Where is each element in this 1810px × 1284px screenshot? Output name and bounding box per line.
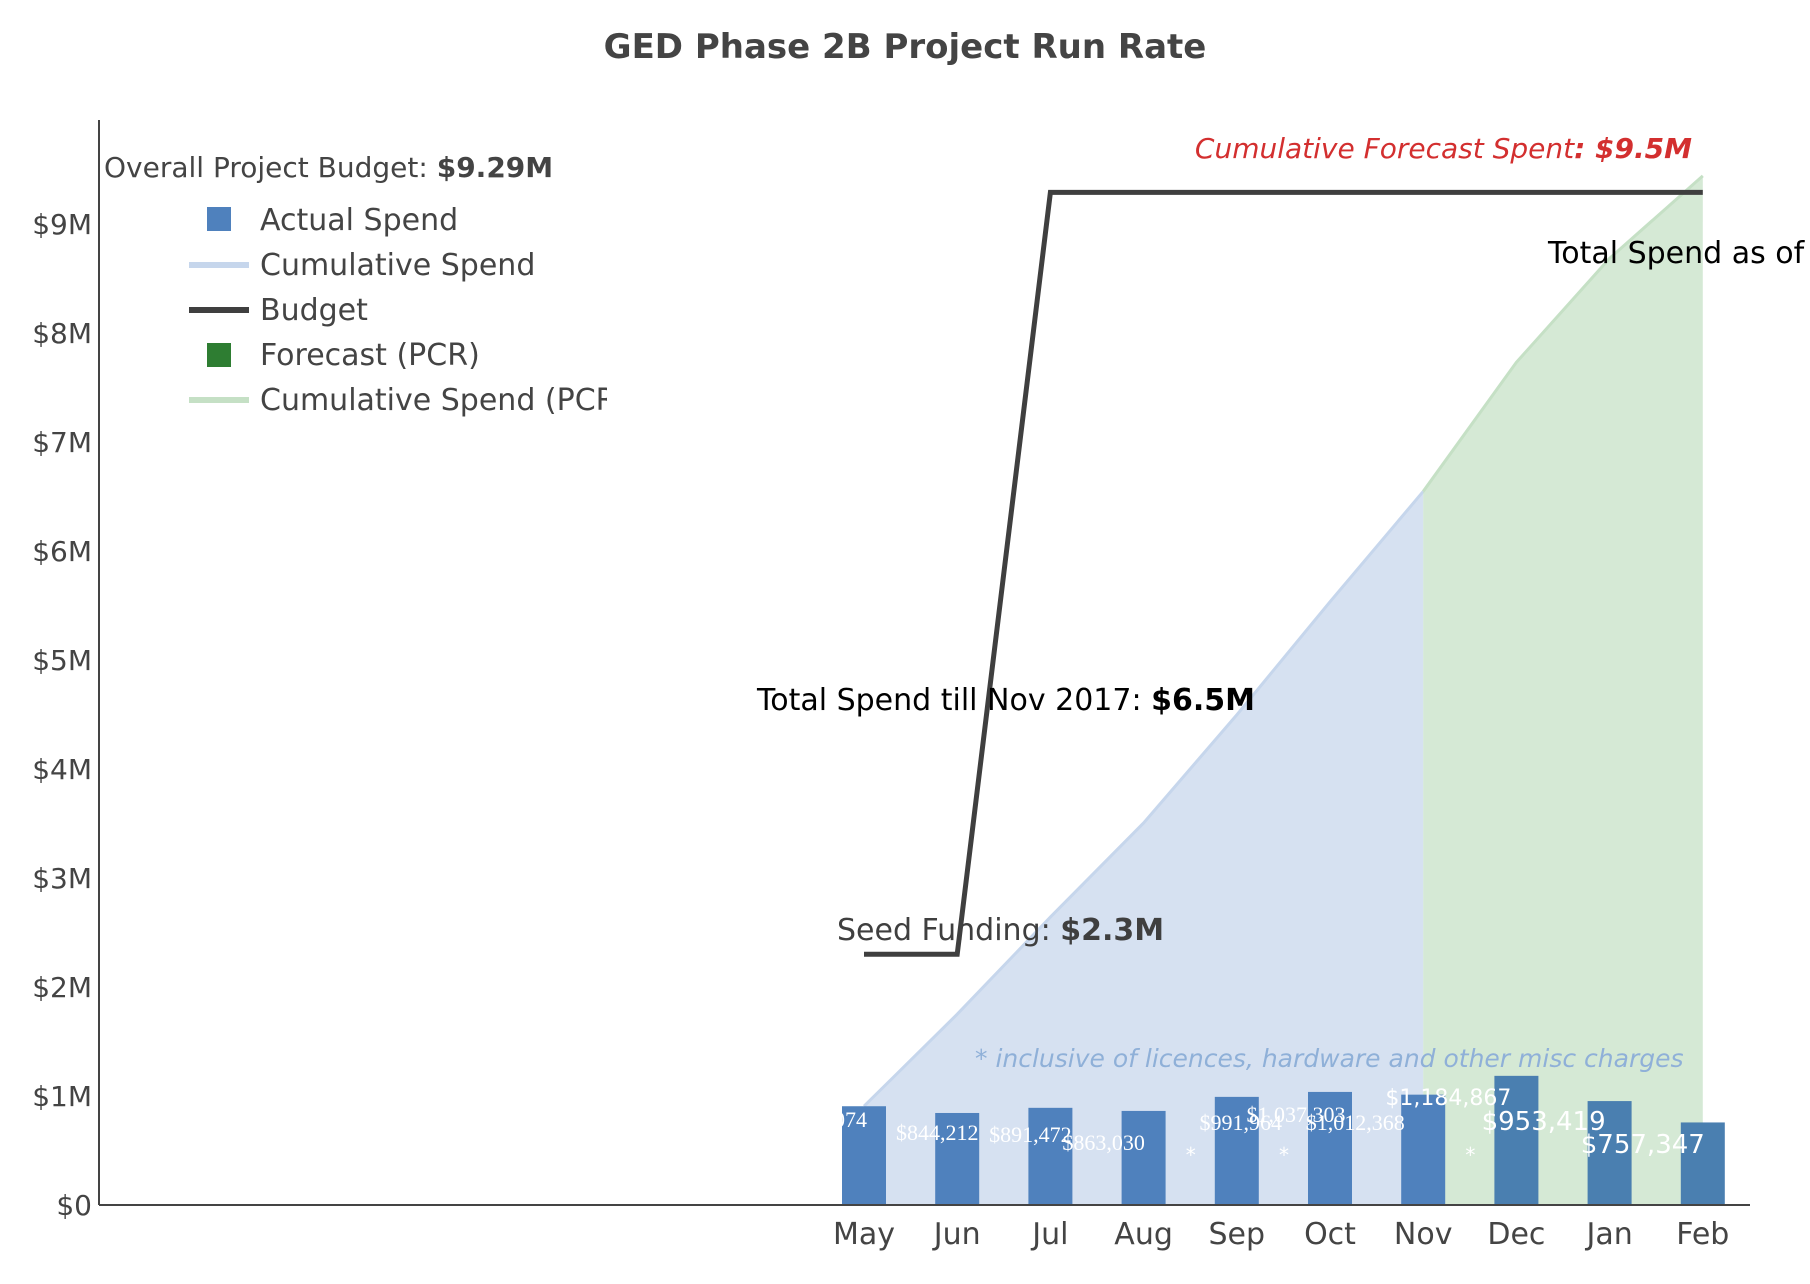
legend-swatch-forecast (207, 343, 231, 367)
misc-charges-note: * inclusive of licences, hardware and ot… (975, 1044, 1684, 1073)
actual-spend-value-label: $1,012,368 (1306, 1110, 1405, 1135)
x-tick-label: May (833, 1217, 895, 1252)
y-tick-label: $8M (32, 317, 92, 350)
x-tick-label: Nov (1394, 1217, 1453, 1252)
actual-spend-value-label: $863,030 (1062, 1130, 1145, 1155)
y-tick-label: $0 (56, 1189, 92, 1222)
actual-spend-bar-jun (935, 1112, 980, 1205)
forecast-value-label: $953,419 (1482, 1107, 1606, 1137)
actual-spend-value-label: $1,037,303 (1247, 1102, 1346, 1127)
forecast-bar-jan (1587, 1101, 1632, 1205)
actual-spend-value-label: $891,472 (989, 1122, 1072, 1147)
legend-item-actual-spend[interactable]: Actual Spend (207, 203, 458, 238)
actual-spend-value-label: $991,964 (1200, 1110, 1283, 1135)
total-spend-as-of-annotation: Total Spend as of (1547, 236, 1806, 271)
forecast-asterisk-marker: * (1465, 1143, 1475, 1167)
actual-spend-bar-jul (1028, 1107, 1073, 1205)
y-tick-label: $5M (32, 644, 92, 677)
x-tick-label: Dec (1487, 1217, 1545, 1252)
actual-spend-value-label: $906,074 (785, 1107, 868, 1132)
legend-label-budget: Budget (260, 293, 368, 328)
y-tick-label: $2M (32, 971, 92, 1004)
actual-spend-bar-may (842, 1106, 886, 1205)
spend-bars (842, 1075, 1725, 1205)
legend-label-cumulative-spend: Cumulative Spend (260, 248, 535, 283)
x-tick-label: Oct (1304, 1217, 1356, 1252)
legend-item-cumulative-spend[interactable]: Cumulative Spend (189, 248, 535, 283)
bar-value-labels: $844,212 $891,472$863,030 $991,964$1,037,3… (785, 1086, 1705, 1167)
forecast-annotation: Cumulative Forecast Spent: $9.5M (1195, 132, 1692, 165)
legend-swatch-actual-spend (207, 207, 231, 231)
budget-line-group (864, 189, 1703, 957)
x-tick-label: Sep (1209, 1217, 1266, 1252)
legend-label-actual-spend: Actual Spend (260, 203, 458, 238)
actual-spend-bar-aug (1121, 1110, 1166, 1205)
x-tick-label: Aug (1114, 1217, 1173, 1252)
cumulative-spend-line (862, 490, 1425, 1108)
y-tick-label: $3M (32, 862, 92, 895)
budget-line (864, 189, 1703, 957)
total-spend-annotation: Total Spend till Nov 2017: $6.5M (756, 683, 1255, 718)
legend-label-forecast: Forecast (PCR) (260, 338, 480, 373)
y-tick-label: $4M (32, 753, 92, 786)
budget-annotation: Overall Project Budget: $9.29M (104, 151, 553, 184)
forecast-bar-dec (1494, 1075, 1539, 1205)
legend-label-cumulative-spend-pcr: Cumulative Spend (PCR) (260, 383, 628, 418)
x-tick-label: Jul (1030, 1217, 1068, 1252)
x-tick-label: Jan (1584, 1217, 1632, 1252)
x-tick-label: Jun (932, 1217, 981, 1252)
cumulative-areas (862, 174, 1704, 1205)
actual-spend-value-label: $844,212 (896, 1120, 979, 1145)
axes: $0 $1M $2M $3M $4M $5M $6M $7M $8M $9M May Jun Jul Au… (32, 120, 1750, 1252)
y-tick-label: $1M (32, 1080, 92, 1113)
actual-spend-bar-oct (1308, 1091, 1352, 1205)
forecast-bar-feb (1680, 1122, 1725, 1205)
y-tick-label: $6M (32, 535, 92, 568)
forecast-value-label: $757,347 (1581, 1130, 1705, 1160)
x-tick-label: Feb (1676, 1217, 1729, 1252)
actual-spend-bar-sep (1214, 1096, 1259, 1205)
legend: Actual Spend Cumulative Spend Budget For… (189, 203, 628, 418)
cumulative-spend-pcr-line (1421, 174, 1704, 493)
actual-spend-bar-nov (1401, 1094, 1446, 1205)
legend-item-budget[interactable]: Budget (189, 293, 368, 328)
may-label-clip: $906,074 (785, 1107, 868, 1132)
legend-item-cumulative-spend-pcr[interactable]: Cumulative Spend (PCR) (189, 383, 628, 418)
seed-funding-annotation: Seed Funding: $2.3M (837, 913, 1164, 948)
chart-title: GED Phase 2B Project Run Rate (604, 27, 1207, 67)
actual-spend-asterisk-marker: * (1186, 1143, 1196, 1167)
forecast-value-label: $1,184,867 (1385, 1086, 1511, 1111)
y-tick-label: $7M (32, 426, 92, 459)
cumulative-spend-area (864, 491, 1424, 1205)
cumulative-spend-pcr-area (1423, 175, 1703, 1205)
actual-spend-asterisk-marker: * (1279, 1143, 1289, 1167)
legend-item-forecast[interactable]: Forecast (PCR) (207, 338, 480, 373)
y-tick-label: $9M (32, 208, 92, 241)
